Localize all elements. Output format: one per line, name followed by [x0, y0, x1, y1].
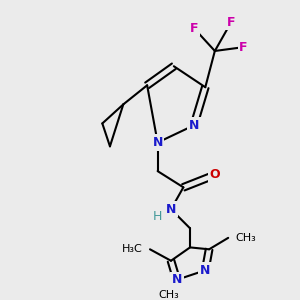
Text: N: N [200, 264, 211, 277]
Text: F: F [227, 16, 235, 29]
Text: N: N [166, 203, 176, 216]
Text: N: N [189, 119, 199, 132]
Text: H₃C: H₃C [122, 244, 142, 254]
Text: CH₃: CH₃ [159, 290, 179, 300]
Text: N: N [152, 136, 163, 149]
Text: F: F [239, 41, 248, 54]
Text: O: O [209, 168, 220, 182]
Text: H: H [153, 210, 162, 224]
Text: CH₃: CH₃ [236, 233, 256, 243]
Text: F: F [190, 22, 198, 34]
Text: N: N [172, 273, 182, 286]
